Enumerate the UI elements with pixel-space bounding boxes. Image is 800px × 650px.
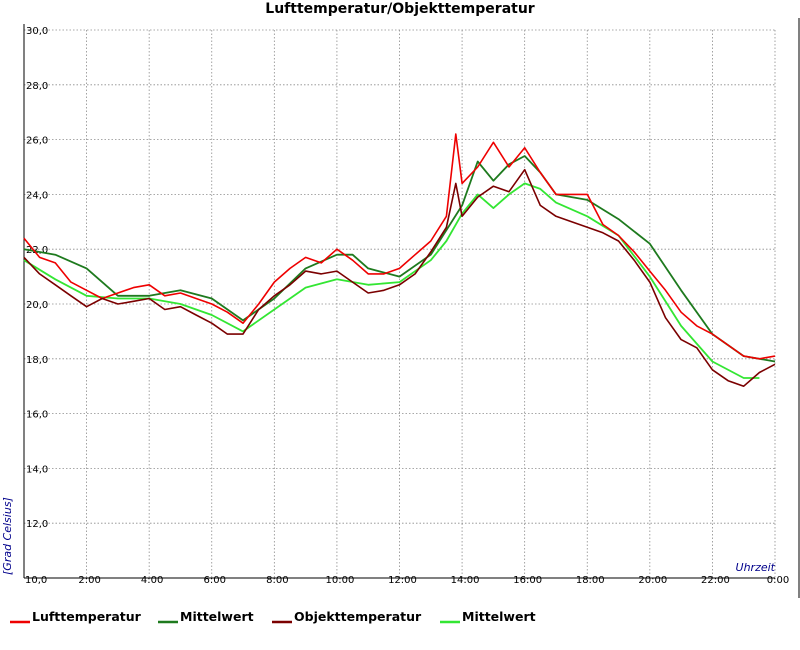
x-tick-label: 10,0	[25, 575, 47, 586]
series-line-4	[23, 182, 760, 379]
x-tick-label: 4:00	[141, 575, 163, 586]
y-tick-label: 20,0	[26, 300, 48, 311]
x-tick-label: 10:00	[326, 575, 355, 586]
y-axis-label: [Grad Celsius]	[1, 497, 14, 575]
x-tick-labels: 10,0 2:00 4:00 6:00 8:00 10:00 12:00 14:00 16:00…	[25, 575, 789, 586]
y-tick-label: 28,0	[26, 81, 48, 92]
x-tick-label: 16:00	[513, 575, 542, 586]
x-tick-label: 6:00	[204, 575, 226, 586]
axes	[23, 18, 800, 598]
legend-label: Objekttemperatur	[294, 609, 422, 624]
legend-label: Mittelwert	[462, 609, 536, 624]
y-tick-label: 18,0	[26, 355, 48, 366]
x-tick-label: 0:00	[767, 575, 789, 586]
y-tick-label: 12,0	[26, 519, 48, 530]
series-lines	[23, 133, 776, 388]
y-tick-labels: 12,014,016,018,020,022,024,026,028,030,0	[26, 26, 48, 530]
y-tick-label: 30,0	[26, 26, 48, 37]
y-tick-label: 26,0	[26, 136, 48, 147]
series-line-1	[23, 133, 776, 360]
x-tick-label: 22:00	[701, 575, 730, 586]
legend-label: Mittelwert	[180, 609, 254, 624]
series-line-2	[23, 155, 776, 363]
x-tick-label: 20:00	[638, 575, 667, 586]
chart-title: Lufttemperatur/Objekttemperatur	[265, 1, 535, 17]
y-tick-label: 16,0	[26, 410, 48, 421]
y-tick-label: 24,0	[26, 190, 48, 201]
x-tick-label: 12:00	[388, 575, 417, 586]
x-tick-label: 18:00	[576, 575, 605, 586]
legend-label: Lufttemperatur	[32, 609, 142, 624]
x-tick-label: 8:00	[266, 575, 288, 586]
series-line-3	[23, 168, 776, 388]
grid	[23, 29, 776, 579]
y-tick-label: 14,0	[26, 464, 48, 475]
x-axis-label: Uhrzeit	[736, 561, 776, 574]
legend: Lufttemperatur Mittelwert Objekttemperatur…	[10, 609, 536, 624]
x-tick-label: 14:00	[451, 575, 480, 586]
x-tick-label: 2:00	[78, 575, 100, 586]
